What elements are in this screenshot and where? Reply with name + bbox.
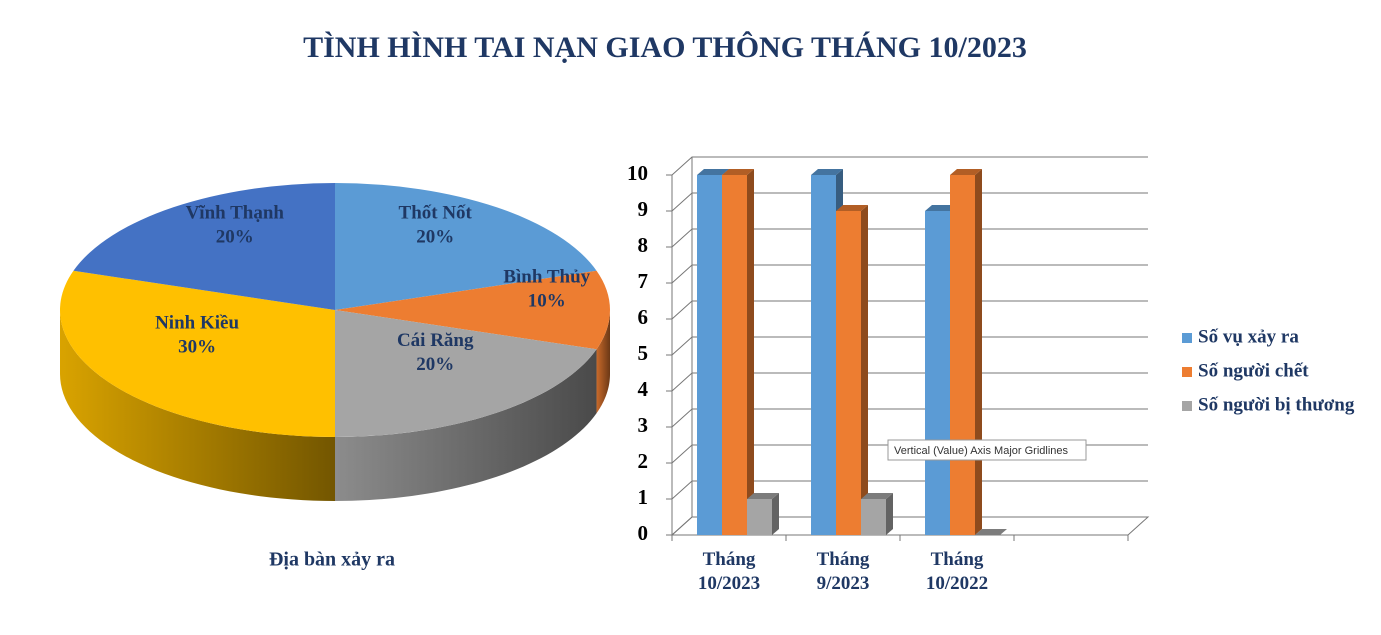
grid-line xyxy=(671,336,1148,356)
bar xyxy=(836,205,868,535)
pie-slice xyxy=(335,183,597,310)
grid-line xyxy=(671,264,1148,284)
bar-side xyxy=(747,169,754,535)
bar xyxy=(747,493,779,535)
bar-top xyxy=(722,169,754,175)
bar-top xyxy=(697,169,729,175)
pie-slice xyxy=(335,270,611,350)
pie-category-label: Bình Thủy xyxy=(503,266,590,287)
y-tick-label: 4 xyxy=(638,377,649,401)
tooltip-box xyxy=(887,439,1087,461)
pie-category-label: Cái Răng xyxy=(397,330,474,351)
y-tick-label: 10 xyxy=(627,161,648,185)
bar-top xyxy=(975,529,1007,535)
pie-side xyxy=(335,349,597,501)
grid-line xyxy=(671,300,1148,320)
bar-front xyxy=(925,211,950,535)
bar-side xyxy=(975,169,982,535)
y-tick-label: 6 xyxy=(638,305,649,329)
y-tick-label: 5 xyxy=(638,341,649,365)
pie-slice xyxy=(59,270,335,437)
bar-front xyxy=(836,211,861,535)
y-tick-label: 2 xyxy=(638,449,649,473)
grid-line xyxy=(671,480,1148,500)
bar-front xyxy=(747,499,772,535)
tooltip-text: Vertical (Value) Axis Major Gridlines xyxy=(894,445,1069,457)
y-tick-label: 0 xyxy=(638,521,649,545)
bar-top xyxy=(811,169,843,175)
legend-swatch xyxy=(1182,401,1192,411)
pie-x-label: Địa bàn xảy ra xyxy=(269,549,395,571)
y-tick-label: 3 xyxy=(638,413,649,437)
page-title: TÌNH HÌNH TAI NẠN GIAO THÔNG THÁNG 10/20… xyxy=(303,31,1027,64)
bar-front xyxy=(861,499,886,535)
legend-swatch xyxy=(1182,367,1192,377)
pie-slice xyxy=(73,183,335,310)
pie-value-label: 20% xyxy=(416,354,454,375)
bar-top xyxy=(925,205,957,211)
grid-line xyxy=(671,192,1148,212)
pie-value-label: 20% xyxy=(216,227,254,248)
pie-category-label: Ninh Kiều xyxy=(155,313,239,334)
bar xyxy=(861,493,893,535)
pie-side xyxy=(596,310,610,414)
bar-side xyxy=(886,493,893,535)
pie-category-label: Vĩnh Thạnh xyxy=(186,203,285,224)
y-tick-label: 7 xyxy=(638,269,649,293)
pie-value-label: 30% xyxy=(178,337,216,358)
grid-line xyxy=(671,156,1148,176)
bar-front xyxy=(950,175,975,535)
legend-label: Số người bị thương xyxy=(1198,394,1355,415)
x-tick-label: Tháng 10/2022 xyxy=(926,549,988,594)
grid-line xyxy=(671,228,1148,248)
bar xyxy=(722,169,754,535)
y-tick-label: 9 xyxy=(638,197,649,221)
pie-side xyxy=(60,310,335,501)
x-tick-label: Tháng 10/2023 xyxy=(698,549,760,594)
bar-top xyxy=(950,169,982,175)
bar xyxy=(975,529,1007,535)
bar-side xyxy=(772,493,779,535)
pie-slice xyxy=(335,310,597,437)
grid-line xyxy=(671,408,1148,428)
bar-front xyxy=(811,175,836,535)
bar-front xyxy=(722,175,747,535)
grid-line xyxy=(671,516,1148,536)
bar-side xyxy=(861,205,868,535)
grid-line xyxy=(671,372,1148,392)
legend-label: Số vụ xảy ra xyxy=(1198,326,1299,347)
x-tick-label: Tháng 9/2023 xyxy=(817,549,870,594)
bar-top xyxy=(861,493,893,499)
pie-value-label: 20% xyxy=(416,227,454,248)
pie-value-label: 10% xyxy=(528,290,566,311)
pie-category-label: Thốt Nốt xyxy=(399,203,473,224)
bar-top xyxy=(836,205,868,211)
legend-swatch xyxy=(1182,333,1192,343)
bar-top xyxy=(747,493,779,499)
bar xyxy=(950,169,982,535)
legend-label: Số người chết xyxy=(1198,360,1309,381)
y-tick-label: 8 xyxy=(638,233,649,257)
bar-front xyxy=(697,175,722,535)
tooltip: Vertical (Value) Axis Major Gridlines xyxy=(887,439,1087,461)
y-tick-label: 1 xyxy=(638,485,649,509)
